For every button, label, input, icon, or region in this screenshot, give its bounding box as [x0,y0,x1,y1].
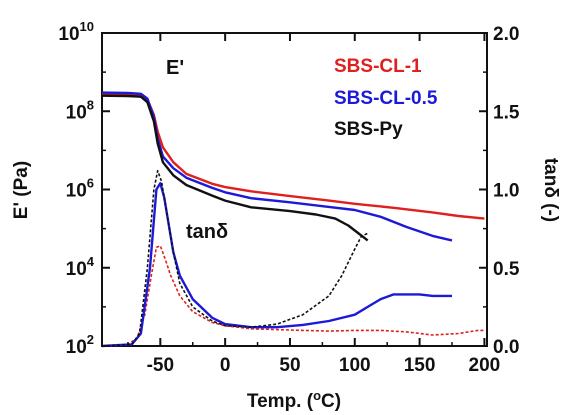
x-tick-label: 150 [404,355,436,376]
y-axis-right-title: tanδ (-) [540,158,561,222]
legend-label-sbs-py: SBS-Py [334,119,403,140]
x-axis-title-main: Temp. ( [247,391,314,412]
y-axis-right-title-unit: (-) [540,198,561,222]
y-axis-right-title-main: tan [540,158,561,187]
y-left-tick-base: 10 [66,259,87,280]
y-left-tick-label: 102 [66,332,94,358]
y-left-tick-base: 10 [66,337,87,358]
x-axis-title-end: C) [321,391,341,412]
y-left-tick-exp: 6 [87,176,94,191]
tan-delta-line-sbs-py [101,169,369,347]
y-axis-left-title: E' (Pa) [11,161,32,219]
legend-label-sbs-cl-1: SBS-CL-1 [334,56,422,77]
y-right-tick-label: 0.5 [493,259,520,280]
y-left-tick-exp: 2 [87,332,94,347]
y-left-tick-base: 10 [66,181,87,202]
y-left-tick-base: 10 [58,24,79,45]
y-left-tick-label: 108 [66,97,94,123]
series-lines [101,91,485,348]
x-tick-label: 100 [339,355,371,376]
x-tick-label: 0 [220,355,231,376]
legend: SBS-CL-1 SBS-CL-0.5 SBS-Py [334,56,438,140]
plot-frame-group [101,32,488,347]
x-tick-label: 200 [469,355,501,376]
modulus-line-sbs-py [101,94,369,242]
y-right-tick-label: 1.0 [493,181,519,202]
modulus-line-sbs-cl-1 [101,92,485,220]
y-left-tick-exp: 4 [87,254,95,269]
plot-frame [101,32,488,347]
x-tick-label: -50 [147,355,174,376]
legend-label-sbs-cl-0-5: SBS-CL-0.5 [334,88,438,109]
y-left-tick-label: 1010 [58,19,94,45]
tan-delta-line-sbs-cl-0-5 [101,181,452,348]
tan-delta-annotation-main: tan [186,221,216,243]
modulus-line-sbs-cl-0-5 [101,91,453,242]
y-right-tick-label: 0.0 [493,337,519,358]
tan-delta-annotation-greek: δ [216,221,228,243]
y-axis-right-title-greek: δ [540,186,561,198]
axis-ticks: -50 0 50 100 150 20010210410610810100.00.51.0… [58,19,519,376]
y-right-tick-label: 1.5 [493,102,520,123]
y-left-tick-label: 106 [66,176,94,202]
x-tick-label: 50 [279,355,300,376]
x-axis-title-sup: o [313,388,321,403]
storage-modulus-annotation: E' [166,57,184,79]
y-left-tick-label: 104 [66,254,95,280]
y-right-tick-label: 2.0 [493,24,519,45]
y-left-tick-base: 10 [66,102,87,123]
tan-delta-annotation: tanδ [186,221,228,243]
y-left-tick-exp: 8 [87,97,94,112]
x-axis-title: Temp. (oC) [247,388,341,412]
y-left-tick-exp: 10 [80,19,94,34]
